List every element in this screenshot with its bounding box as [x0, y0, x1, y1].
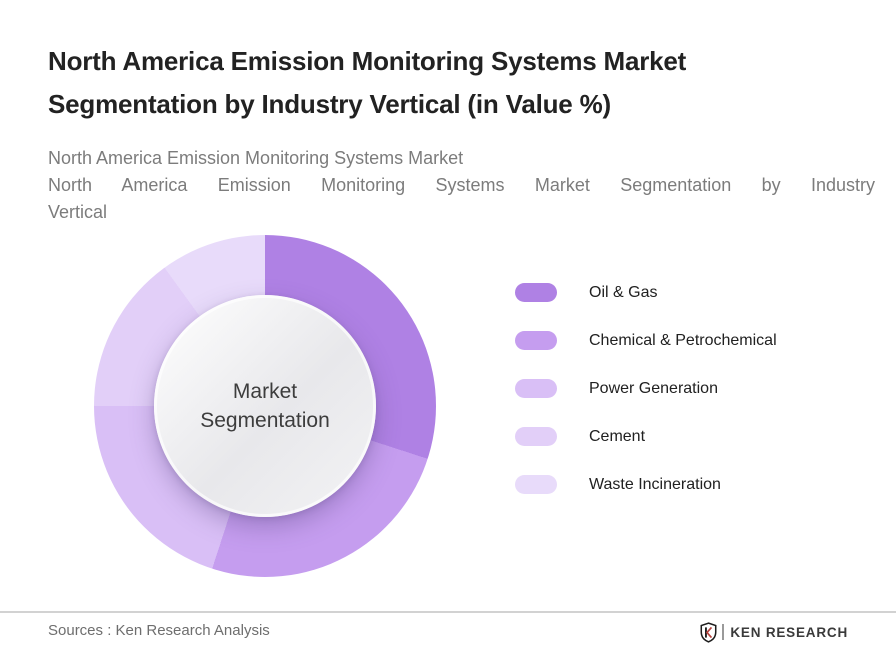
subtitle-line-2: North America Emission Monitoring System…: [48, 175, 875, 195]
legend-item-oil-gas: Oil & Gas: [515, 283, 777, 302]
donut-center-label: Market Segmentation: [200, 377, 330, 435]
page-title-line-2: Segmentation by Industry Vertical (in Va…: [48, 89, 611, 119]
legend-swatch-chemical-petrochemical: [515, 331, 557, 350]
legend-label-power-generation: Power Generation: [589, 379, 718, 397]
footer-divider: [0, 611, 896, 613]
page-title-line-1: North America Emission Monitoring System…: [48, 46, 687, 76]
legend-swatch-cement: [515, 427, 557, 446]
donut-center-label-line-1: Market: [232, 380, 298, 403]
logo-separator: [722, 624, 725, 640]
donut-center-disc: Market Segmentation: [154, 295, 376, 517]
legend-item-chemical-petrochemical: Chemical & Petrochemical: [515, 331, 777, 350]
legend-label-chemical-petrochemical: Chemical & Petrochemical: [589, 331, 777, 349]
legend-swatch-waste-incineration: [515, 475, 557, 494]
page-title: North America Emission Monitoring System…: [48, 40, 878, 126]
legend-swatch-power-generation: [515, 379, 557, 398]
donut-center-label-line-2: Segmentation: [200, 409, 330, 432]
chart-legend: Oil & Gas Chemical & Petrochemical Power…: [515, 283, 777, 494]
legend-label-cement: Cement: [589, 427, 646, 445]
legend-label-waste-incineration: Waste Incineration: [589, 475, 721, 493]
legend-item-power-generation: Power Generation: [515, 379, 777, 398]
ken-research-logo: KEN RESEARCH: [700, 620, 848, 644]
page-subtitle: North America Emission Monitoring System…: [48, 145, 875, 226]
subtitle-line-1: North America Emission Monitoring System…: [48, 148, 464, 168]
subtitle-line-3: Vertical: [48, 202, 108, 222]
legend-label-oil-gas: Oil & Gas: [589, 283, 658, 301]
legend-item-waste-incineration: Waste Incineration: [515, 475, 777, 494]
sources-text: Sources : Ken Research Analysis: [48, 622, 270, 639]
legend-item-cement: Cement: [515, 427, 777, 446]
ken-research-shield-icon: [700, 621, 717, 643]
logo-brand-text: KEN RESEARCH: [730, 624, 848, 640]
legend-swatch-oil-gas: [515, 283, 557, 302]
